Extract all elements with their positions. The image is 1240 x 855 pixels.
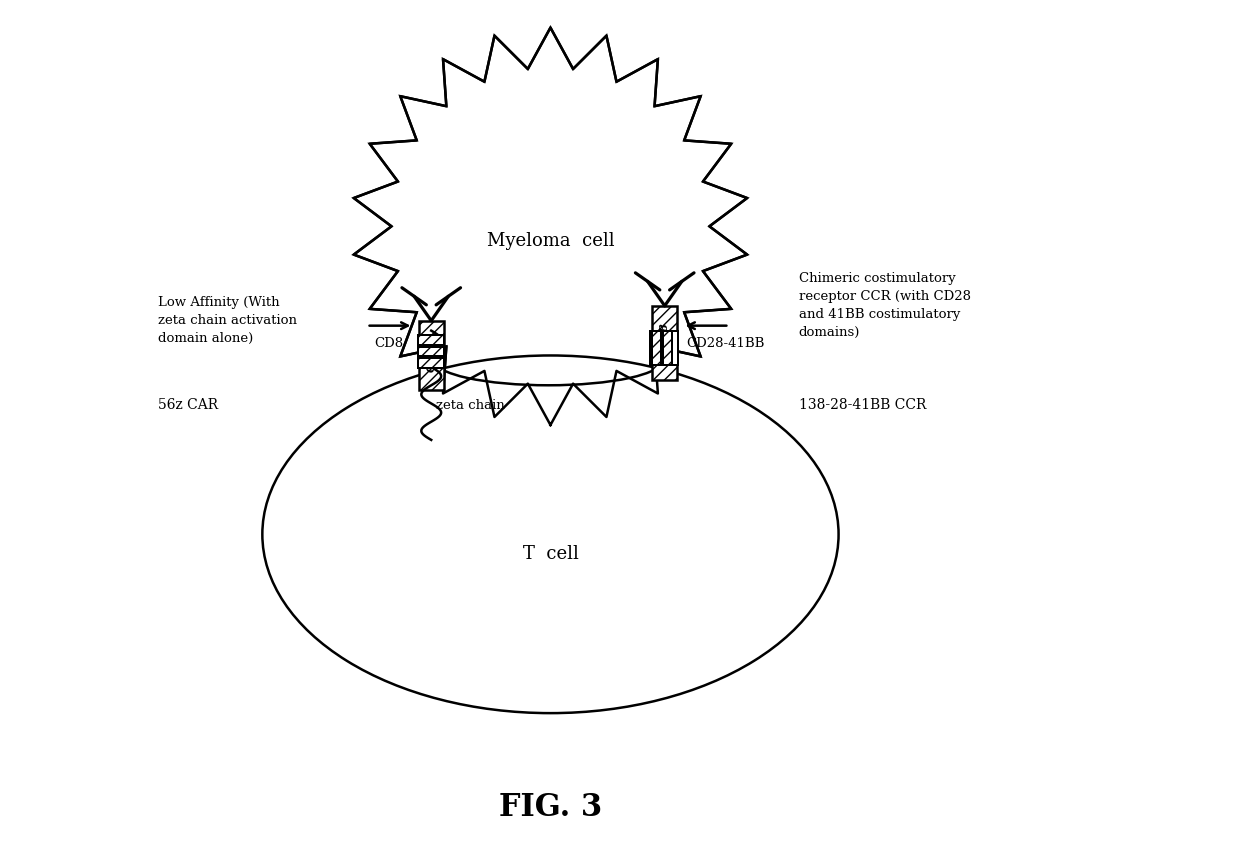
Text: Myeloma  cell: Myeloma cell (486, 233, 614, 251)
Bar (418, 334, 444, 345)
Text: Chimeric costimulatory
receptor CCR (with CD28
and 41BB costimulatory
domains): Chimeric costimulatory receptor CCR (wit… (799, 272, 971, 339)
Bar (650, 331, 662, 365)
Ellipse shape (263, 356, 838, 713)
Bar (666, 331, 678, 365)
Polygon shape (353, 27, 748, 425)
Text: zeta chain: zeta chain (436, 398, 505, 411)
Bar (652, 331, 661, 365)
Text: 138-28-41BB CCR: 138-28-41BB CCR (799, 398, 926, 412)
Bar (418, 358, 444, 369)
Bar (662, 331, 672, 365)
Text: FIG. 3: FIG. 3 (498, 792, 603, 823)
Text: Low Affinity (With
zeta chain activation
domain alone): Low Affinity (With zeta chain activation… (157, 296, 298, 345)
Bar (418, 346, 444, 357)
Text: CD28-41BB: CD28-41BB (687, 337, 765, 350)
Polygon shape (652, 306, 677, 380)
Text: CD138: CD138 (660, 322, 670, 364)
Text: 56z CAR: 56z CAR (157, 398, 218, 412)
Text: CD8: CD8 (374, 337, 403, 350)
Polygon shape (419, 321, 444, 390)
Text: T  cell: T cell (522, 545, 578, 563)
Text: CD56: CD56 (425, 339, 436, 373)
